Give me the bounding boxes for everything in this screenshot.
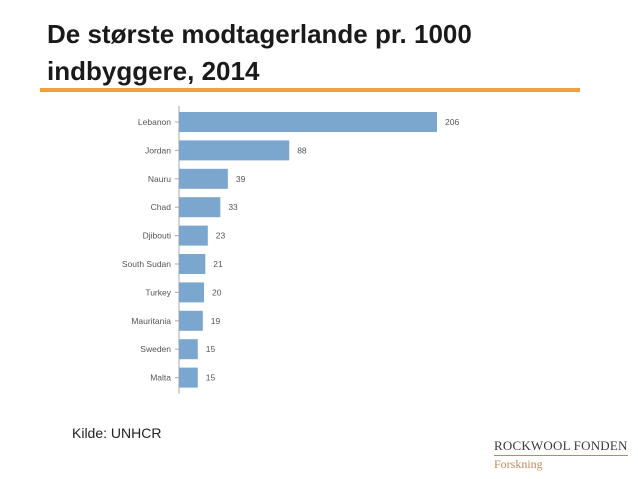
category-label: Lebanon [138,117,171,127]
value-label: 23 [216,231,226,241]
bar-turkey [179,282,205,303]
value-label: 19 [211,316,221,326]
value-label: 206 [445,117,459,127]
value-label: 15 [206,344,216,354]
logo-divider [494,455,628,456]
value-label: 39 [236,174,246,184]
category-label: Djibouti [143,231,171,241]
category-label: Mauritania [131,316,171,326]
bar-sweden [179,339,198,360]
bar-mauritania [179,310,203,331]
bar-south-sudan [179,254,206,274]
value-label: 15 [206,373,216,383]
category-label: Nauru [148,174,171,184]
value-label: 20 [212,287,222,297]
category-label: Turkey [145,287,171,297]
category-label: South Sudan [122,259,171,269]
category-label: Chad [151,202,172,212]
category-label: Jordan [145,145,171,155]
bar-malta [179,367,198,388]
bar-djibouti [179,225,208,246]
bar-lebanon [179,112,437,132]
logo-name: ROCKWOOL FONDEN [494,438,628,453]
category-label: Sweden [140,344,171,354]
category-label: Malta [150,373,171,383]
value-label: 88 [297,145,307,155]
value-label: 21 [213,259,223,269]
bar-nauru [179,168,228,189]
title-underline [40,88,580,92]
value-label: 33 [228,202,238,212]
rockwool-fonden-logo: ROCKWOOL FONDEN Forskning [494,438,630,472]
bar-jordan [179,140,290,161]
bar-chad [179,197,221,218]
source-note: Kilde: UNHCR [72,425,162,441]
slide-title: De største modtagerlande pr. 1000 indbyg… [47,19,472,86]
logo-subtitle: Forskning [494,457,543,471]
